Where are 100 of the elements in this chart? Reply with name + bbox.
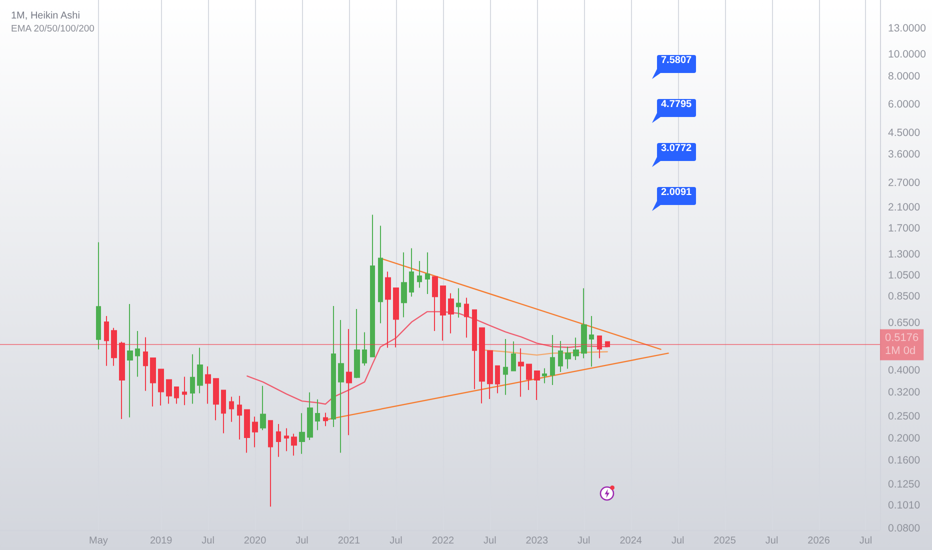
x-tick-label: 2021 (338, 536, 361, 546)
candlestick (135, 330, 140, 378)
y-tick-label: 2.1000 (888, 202, 920, 214)
x-tick-label: 2025 (714, 536, 736, 546)
candlestick (456, 288, 461, 318)
candlestick (284, 428, 289, 452)
y-tick-label: 1.7000 (888, 222, 920, 234)
text: EMA 20/50/100/200 (11, 24, 94, 34)
y-tick-label: 13.0000 (888, 22, 926, 35)
annotation: 3.0772 (657, 143, 696, 161)
candlestick (354, 308, 360, 379)
candlestick (440, 285, 446, 342)
candlestick (252, 416, 258, 448)
candlestick (244, 409, 250, 454)
candlestick (190, 354, 195, 404)
y-tick-label: 10.0000 (888, 48, 926, 60)
candlestick (205, 366, 211, 404)
candlestick (276, 423, 281, 458)
x-tick-label: 2019 (150, 536, 173, 546)
candlestick (96, 242, 101, 350)
y-tick-label: 0.4000 (888, 364, 920, 376)
candlestick (370, 214, 375, 358)
candlestick (291, 433, 297, 456)
candlestick (111, 327, 117, 366)
annotation: 2.0091 (657, 187, 696, 205)
candlestick (448, 292, 454, 334)
candlestick (143, 336, 148, 392)
candlestick (464, 297, 469, 338)
x-tick-label: 2020 (244, 536, 267, 546)
x-tick-label: Jul (671, 536, 684, 546)
candlestick (605, 341, 610, 348)
y-tick-label: 6.0000 (888, 98, 920, 111)
candlestick (331, 306, 336, 428)
candlestick (565, 346, 571, 370)
y-tick-label: 0.3200 (888, 386, 920, 398)
candlestick (511, 340, 516, 372)
y-tick-label: 0.2000 (888, 432, 920, 445)
candlestick (417, 260, 422, 288)
candlestick (182, 376, 187, 406)
candlestick (127, 304, 133, 418)
candlestick (221, 390, 226, 434)
candlestick (495, 365, 500, 394)
line-series (246, 311, 608, 405)
candlestick (589, 315, 594, 368)
candlestick (518, 348, 524, 398)
candlestick (432, 276, 438, 332)
ref-line-label: 0.5176 1M 0d (885, 332, 919, 358)
y-tick-label: 8.0000 (888, 70, 920, 82)
candlestick (150, 358, 156, 408)
candlestick (119, 341, 125, 420)
candlestick (213, 378, 219, 421)
y-tick-label: 0.1010 (888, 500, 920, 512)
candlestick (346, 328, 352, 436)
candlestick (229, 396, 234, 422)
candlestick (425, 252, 430, 294)
candlestick (260, 385, 266, 431)
candlestick (526, 364, 532, 390)
candlestick (597, 336, 602, 359)
x-tick-label: Jul (484, 536, 496, 546)
x-tick-label: Jul (859, 536, 872, 546)
candlestick (487, 350, 493, 400)
candlestick (385, 271, 391, 348)
x-tick-label: Jul (390, 536, 402, 546)
candlestick (158, 368, 164, 406)
candlestick (558, 340, 563, 372)
annotation: 7.5807 (657, 55, 696, 73)
candlestick (197, 347, 203, 394)
candlestick (479, 327, 485, 404)
y-tick-label: 2.7000 (888, 176, 920, 189)
candlestick (542, 368, 547, 384)
candlestick (581, 288, 587, 359)
x-tick-label: Jul (577, 536, 590, 546)
candlestick (573, 337, 579, 361)
x-tick-label: 2026 (808, 536, 830, 546)
candlestick (472, 309, 477, 390)
candlestick (166, 379, 172, 404)
y-tick-label: 1.3000 (888, 248, 920, 261)
candlestick (338, 319, 344, 454)
y-tick-label: 1.0500 (888, 270, 920, 282)
x-tick-label: 2023 (526, 536, 548, 546)
y-tick-label: 0.0800 (888, 522, 920, 535)
y-tick-label: 4.5000 (888, 126, 920, 139)
candlestick (299, 412, 305, 454)
candlestick (550, 334, 555, 386)
candlestick (315, 398, 320, 431)
candlestick (237, 395, 242, 440)
text: 1M, Heikin Ashi (11, 10, 80, 22)
candlestick (362, 332, 367, 366)
x-tick-label: 2024 (620, 536, 642, 546)
candlestick (378, 225, 383, 324)
candlestick (503, 338, 508, 396)
x-tick-label: Jul (296, 536, 308, 546)
candlestick (307, 392, 313, 441)
y-tick-label: 0.8500 (888, 290, 920, 302)
x-tick-label: Jul (765, 536, 778, 546)
candlestick (104, 315, 109, 366)
candlestick (409, 248, 414, 298)
y-tick-label: 0.2500 (888, 410, 920, 423)
x-tick-label: 2022 (432, 536, 454, 546)
y-tick-label: 3.6000 (888, 148, 920, 161)
